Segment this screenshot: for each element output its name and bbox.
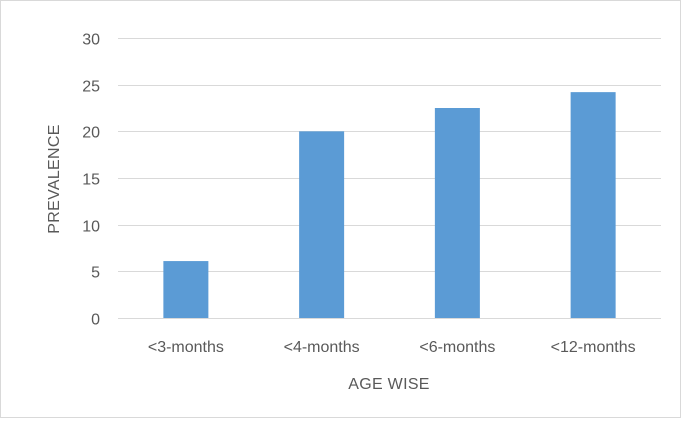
x-tick-labels: <3-months <4-months <6-months <12-months	[148, 339, 636, 356]
y-tick-label: 30	[82, 32, 100, 49]
y-tick-label: 20	[82, 125, 100, 142]
y-tick-label: 10	[82, 219, 100, 236]
x-tick-label: <4-months	[284, 339, 360, 356]
x-tick-label: <12-months	[551, 339, 636, 356]
y-tick-labels: 0 5 10 15 20 25 30	[82, 32, 100, 329]
y-tick-label: 15	[82, 172, 100, 189]
x-axis-title: AGE WISE	[348, 376, 430, 393]
bars	[163, 92, 616, 318]
y-tick-label: 25	[82, 79, 100, 96]
bar-2	[299, 131, 345, 318]
y-tick-label: 0	[91, 312, 100, 329]
x-tick-label: <3-months	[148, 339, 224, 356]
y-axis-title: PREVALENCE	[46, 124, 63, 233]
bar-1	[163, 261, 209, 318]
gridlines	[118, 38, 661, 319]
bar-4	[570, 92, 616, 318]
bar-3	[434, 108, 480, 318]
y-tick-label: 5	[91, 265, 100, 282]
x-tick-label: <6-months	[419, 339, 495, 356]
